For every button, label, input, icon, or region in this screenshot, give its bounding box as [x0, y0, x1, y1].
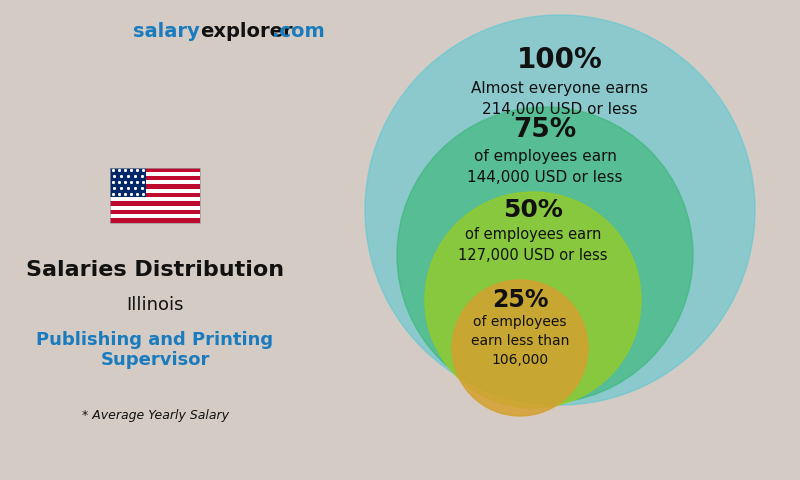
Bar [110, 214, 200, 218]
Text: earn less than: earn less than [471, 334, 569, 348]
Circle shape [425, 192, 641, 408]
Text: of employees earn: of employees earn [474, 148, 617, 164]
Bar [110, 197, 200, 201]
Text: 100%: 100% [517, 46, 603, 74]
Bar [110, 218, 200, 223]
Text: Salaries Distribution: Salaries Distribution [26, 260, 284, 280]
Text: 214,000 USD or less: 214,000 USD or less [482, 103, 638, 118]
Text: Almost everyone earns: Almost everyone earns [471, 81, 649, 96]
Circle shape [452, 280, 588, 416]
Bar [110, 205, 200, 210]
Bar [110, 176, 200, 180]
Bar [110, 168, 146, 197]
Text: 106,000: 106,000 [491, 353, 549, 367]
Bar [110, 201, 200, 205]
Bar [110, 189, 200, 193]
Text: 127,000 USD or less: 127,000 USD or less [458, 248, 608, 263]
Bar [110, 168, 200, 172]
Bar [110, 184, 200, 189]
Text: .com: .com [272, 22, 325, 41]
Text: 144,000 USD or less: 144,000 USD or less [467, 170, 622, 185]
Text: 25%: 25% [492, 288, 548, 312]
Bar [110, 210, 200, 214]
Text: of employees earn: of employees earn [465, 227, 601, 241]
Bar [110, 180, 200, 184]
Text: Publishing and Printing
Supervisor: Publishing and Printing Supervisor [37, 331, 274, 370]
Circle shape [365, 15, 755, 405]
Text: * Average Yearly Salary: * Average Yearly Salary [82, 408, 229, 421]
Text: Illinois: Illinois [126, 296, 184, 314]
Bar [110, 168, 200, 223]
Text: explorer: explorer [200, 22, 293, 41]
Text: 75%: 75% [514, 117, 577, 143]
Text: of employees: of employees [474, 315, 566, 329]
Text: 50%: 50% [503, 198, 563, 222]
Circle shape [397, 107, 693, 403]
Bar [110, 172, 200, 176]
Text: salary: salary [134, 22, 200, 41]
Bar [110, 193, 200, 197]
